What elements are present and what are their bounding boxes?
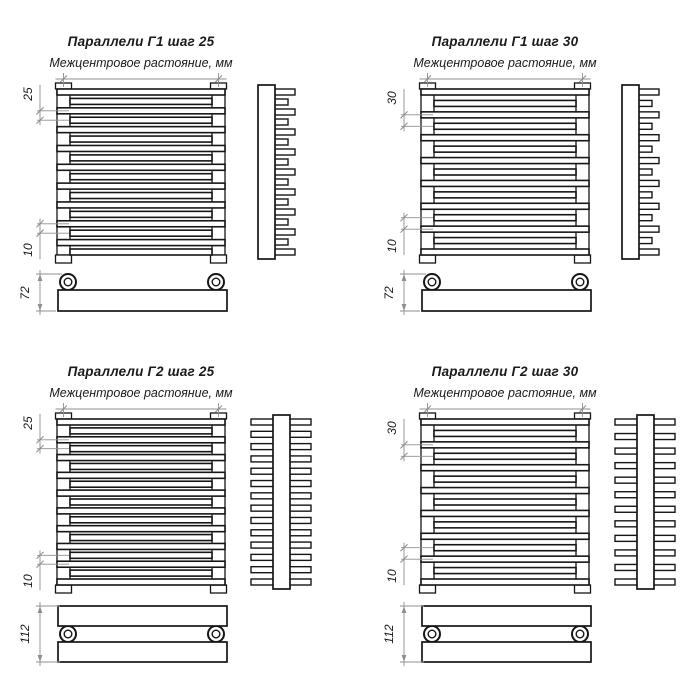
side-view [250,414,312,590]
step-dimension [36,84,69,126]
diagram-title: Параллели Г1 шаг 30 [431,34,579,49]
radiator-line-drawing [36,403,312,666]
center-distance-dimension [419,403,591,417]
diagram-g1-step25: Параллели Г1 шаг 25 Межцентровое растоян… [10,30,336,365]
front-view [54,82,228,264]
side-view [621,84,660,260]
center-distance-dimension [55,403,227,417]
gap-dimension [36,218,69,260]
step-dimension [400,88,433,132]
gap-dimension [400,542,433,586]
bottom-view [57,605,228,663]
collector-circle-inner [575,629,585,639]
side-view [257,84,296,260]
collector-circle-inner [427,277,437,287]
center-distance-dimension [419,73,591,87]
front-view [418,412,592,594]
bottom-view [421,605,592,663]
depth-dimension [400,602,424,666]
depth-dimension [400,270,426,315]
diagram-g2-step30: Параллели Г2 шаг 30 Межцентровое растоян… [374,360,700,695]
radiator-line-drawing [36,73,296,315]
front-view [418,82,592,264]
collector-circle-inner [575,277,585,287]
diagram-g1-step30: Параллели Г1 шаг 30 Межцентровое растоян… [374,30,700,365]
center-distance-caption: Межцентровое растояние, мм [413,56,597,70]
bottom-view [57,273,228,312]
collector-circle-inner [63,277,73,287]
center-distance-caption: Межцентровое растояние, мм [49,386,233,400]
collector-circle-inner [211,277,221,287]
radiator-line-drawing [400,73,660,315]
collector-circle-inner [63,629,73,639]
radiator-line-drawing [400,403,676,666]
gap-dimension [400,212,433,256]
gap-dimension [36,550,69,591]
front-view [54,412,228,594]
step-dimension [400,418,433,462]
bottom-view [421,273,592,312]
side-view [614,414,676,590]
collector-circle-inner [427,629,437,639]
depth-dimension [36,270,62,315]
step-dimension [36,413,69,454]
diagram-title: Параллели Г2 шаг 25 [67,364,215,379]
diagram-g2-step25: Параллели Г2 шаг 25 Межцентровое растоян… [10,360,336,695]
center-distance-caption: Межцентровое растояние, мм [49,56,233,70]
diagram-title: Параллели Г1 шаг 25 [67,34,215,49]
collector-circle-inner [211,629,221,639]
depth-dimension [36,602,60,666]
center-distance-dimension [55,73,227,87]
diagram-title: Параллели Г2 шаг 30 [431,364,579,379]
center-distance-caption: Межцентровое растояние, мм [413,386,597,400]
